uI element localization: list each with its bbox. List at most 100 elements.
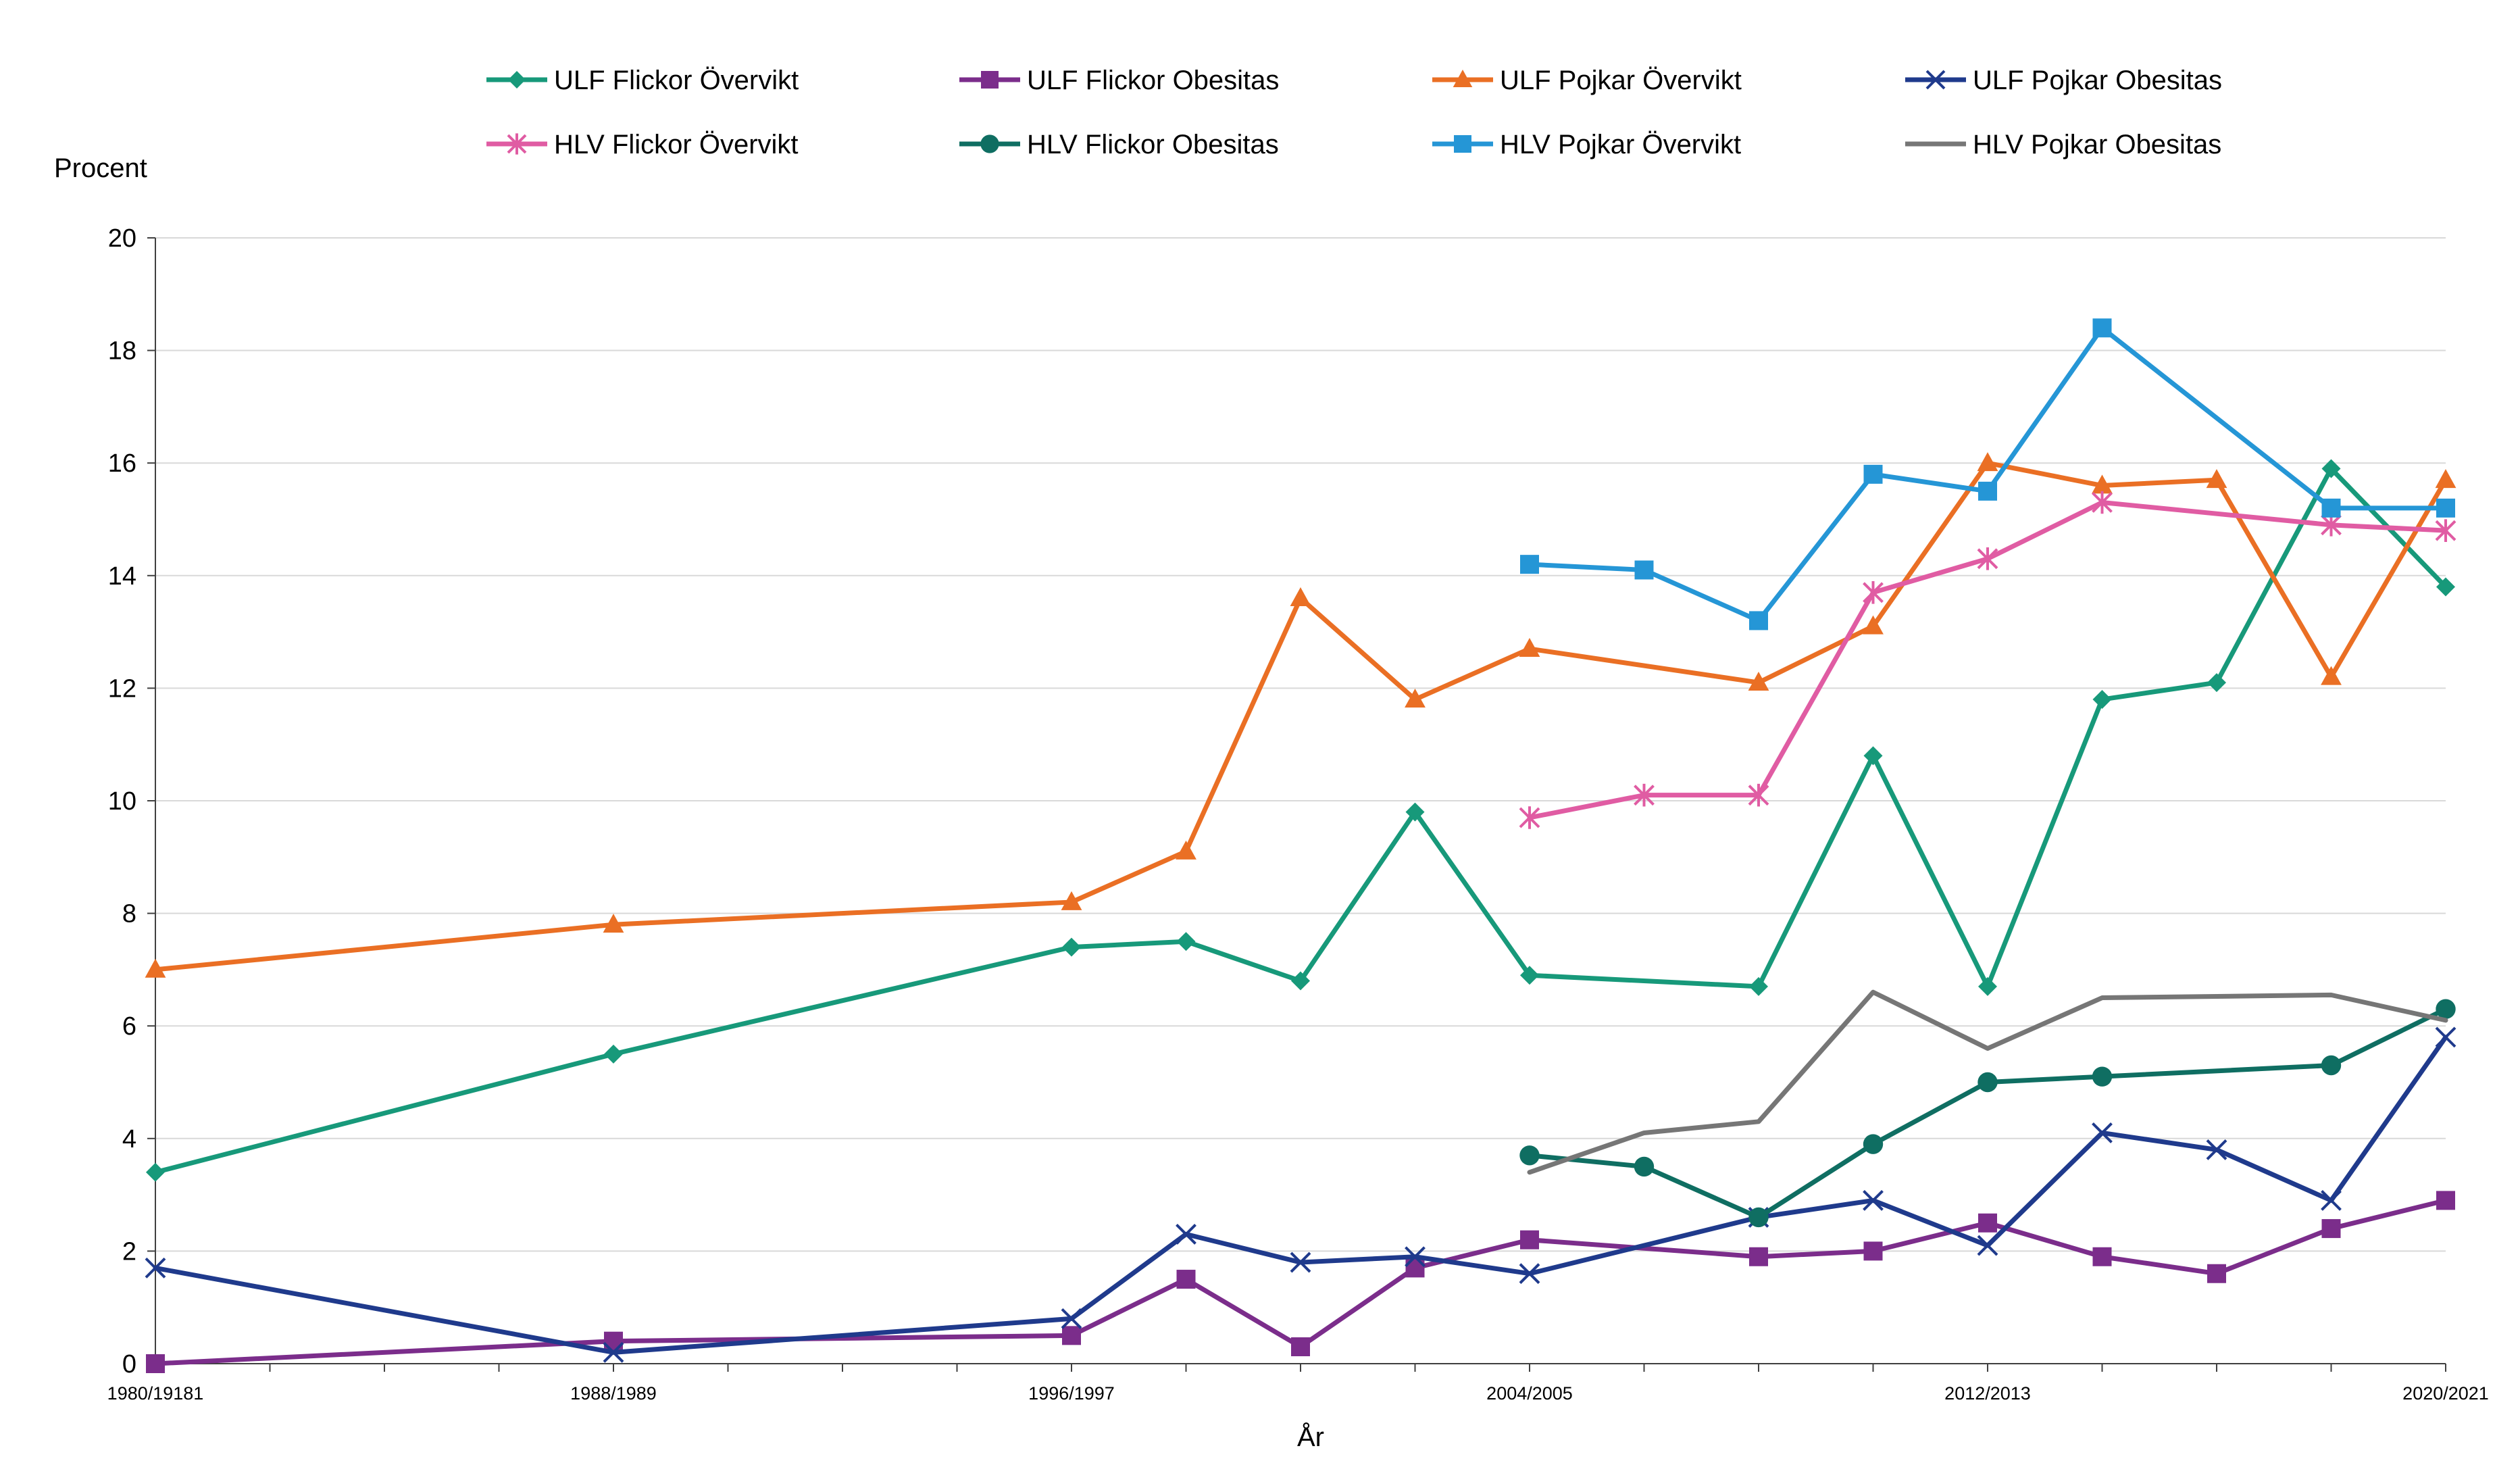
data-point (1290, 1251, 1311, 1273)
series-line (1527, 325, 2448, 623)
x-tick-label: 2020/2021 (2402, 1383, 2489, 1404)
y-tick-label: 0 (122, 1350, 136, 1379)
data-point (1977, 547, 1998, 570)
series-1 (146, 1191, 2455, 1373)
y-tick-label: 14 (108, 562, 136, 591)
data-point (1061, 1308, 1082, 1329)
data-point (1749, 611, 1768, 630)
data-point (2206, 469, 2227, 489)
data-point (1863, 746, 1883, 766)
legend: ULF Flickor Övervikt ULF Flickor Obesitas… (486, 66, 2222, 159)
data-point (603, 914, 624, 933)
data-point (1519, 1145, 1540, 1166)
data-point (1519, 1263, 1540, 1285)
x-tick-label: 2004/2005 (1486, 1383, 1573, 1404)
legend-label: ULF Flickor Obesitas (1027, 66, 1279, 95)
series-lines (145, 318, 2456, 1373)
legend-swatch-marker (1925, 70, 1946, 90)
data-point (1176, 1270, 1196, 1289)
data-point (1978, 1213, 1997, 1233)
data-point (2436, 498, 2455, 518)
series-6 (1520, 318, 2455, 630)
legend-label: HLV Pojkar Obesitas (1973, 130, 2221, 159)
y-tick-label: 20 (108, 224, 136, 253)
data-point (604, 1044, 623, 1064)
data-point (1176, 840, 1196, 860)
legend-swatch-marker (980, 134, 999, 153)
data-point (1520, 555, 1539, 574)
y-tick-label: 18 (108, 337, 136, 366)
data-point (1405, 1258, 1425, 1278)
data-point (2092, 1066, 2113, 1087)
data-point (1520, 966, 1539, 985)
data-point (2321, 459, 2341, 478)
series-5 (1519, 999, 2456, 1228)
data-point (1291, 971, 1310, 991)
data-point (1405, 1246, 1426, 1268)
legend-swatch-marker (1454, 135, 1471, 153)
legend-label: ULF Pojkar Obesitas (1973, 66, 2222, 95)
data-point (2207, 673, 2226, 693)
data-point (1405, 688, 1426, 708)
data-point (2206, 1139, 2227, 1160)
data-point (1977, 1072, 1998, 1093)
series-line (1527, 1006, 2448, 1220)
series-4 (1519, 491, 2456, 829)
data-point (2436, 577, 2455, 597)
data-point (2321, 1219, 2341, 1239)
data-point (1519, 637, 1540, 657)
data-point (1748, 671, 1769, 691)
axes: 0 2 4 6 8 10 12 14 16 18 20 1980/19181 1988/1989 1996… (107, 224, 2489, 1404)
data-point (1290, 587, 1311, 607)
legend-swatch-marker (508, 71, 526, 89)
data-point (1405, 802, 1425, 822)
y-tick-label: 6 (122, 1012, 136, 1041)
y-tick-label: 16 (108, 449, 136, 478)
series-line (1527, 989, 2448, 1175)
data-point (1863, 1134, 1884, 1154)
data-point (1749, 976, 1768, 996)
data-point (2207, 1264, 2226, 1283)
series-line (153, 460, 2448, 972)
legend-swatch-marker (1453, 70, 1473, 88)
x-tick-label: 2012/2013 (1944, 1383, 2031, 1404)
data-point (2092, 690, 2112, 710)
data-point (1176, 932, 1196, 951)
data-point (1863, 1241, 1883, 1261)
x-tick-label: 1996/1997 (1028, 1383, 1115, 1404)
data-point (1520, 1230, 1539, 1249)
data-point (1748, 783, 1769, 807)
data-point (146, 1354, 165, 1373)
y-tick-label: 4 (122, 1125, 136, 1154)
x-tick-label: 1988/1989 (570, 1383, 657, 1404)
legend-item: ULF Pojkar Övervikt (1432, 66, 1742, 95)
data-point (2092, 491, 2113, 514)
series-0 (146, 459, 2455, 1182)
series-7 (1527, 989, 2448, 1175)
data-point (2435, 519, 2456, 542)
data-point (1061, 891, 1082, 910)
data-point (2436, 1191, 2455, 1210)
y-tick-label: 10 (108, 787, 136, 816)
data-point (1863, 580, 1884, 604)
series-line (153, 466, 2448, 1175)
legend-item: HLV Flickor Obesitas (959, 130, 1279, 159)
legend-item: HLV Pojkar Obesitas (1905, 130, 2221, 159)
legend-swatch-marker (981, 71, 999, 89)
legend-item: ULF Flickor Obesitas (959, 66, 1279, 95)
x-tick-label: 1980/19181 (107, 1383, 204, 1404)
data-point (2321, 1190, 2342, 1211)
data-point (604, 1331, 623, 1351)
data-point (145, 1257, 166, 1279)
data-point (1977, 1235, 1998, 1256)
data-point (1978, 976, 1997, 996)
data-point (1291, 1337, 1310, 1357)
data-point (1749, 1247, 1768, 1266)
data-point (145, 958, 166, 978)
data-point (1176, 1223, 1196, 1245)
y-axis-title: Procent (54, 153, 147, 183)
data-point (1977, 452, 1998, 472)
data-point (2092, 1247, 2112, 1266)
data-point (1062, 937, 1081, 957)
